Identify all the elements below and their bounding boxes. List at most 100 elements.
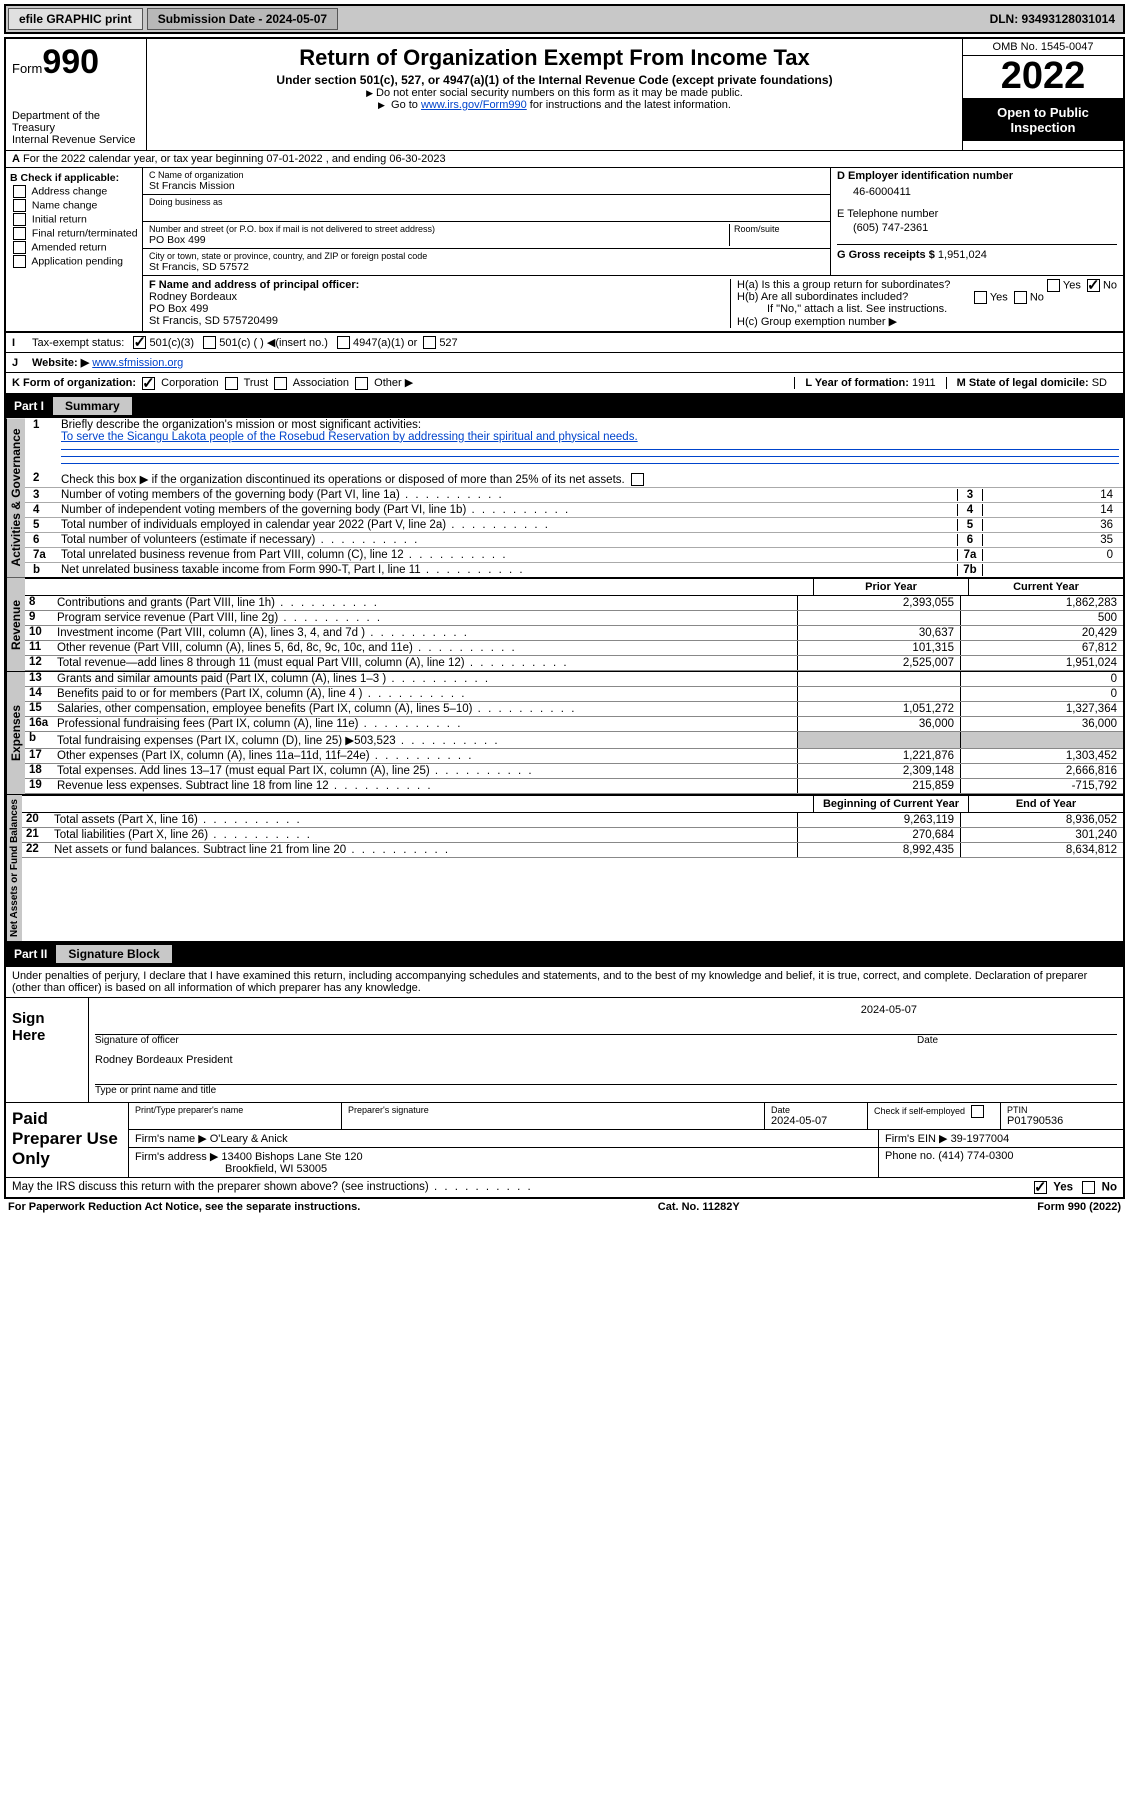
- i-o4: 527: [439, 337, 457, 349]
- chk-527[interactable]: [423, 336, 436, 349]
- chk-other[interactable]: [355, 377, 368, 390]
- opt4: Amended return: [31, 241, 106, 253]
- date-lbl: Date: [917, 1035, 1117, 1046]
- sig-line1: Signature of officer Date: [95, 1034, 1117, 1046]
- hdr-beg: Beginning of Current Year: [813, 796, 968, 812]
- ha-no[interactable]: [1087, 279, 1100, 292]
- efile-print-button[interactable]: efile GRAPHIC print: [8, 8, 143, 30]
- row-f-h: F Name and address of principal officer:…: [143, 275, 1123, 331]
- prep-h2: Preparer's signature: [348, 1105, 758, 1115]
- summary-row: 5 Total number of individuals employed i…: [25, 517, 1123, 532]
- cat-no: Cat. No. 11282Y: [658, 1201, 740, 1213]
- open-public: Open to Public Inspection: [963, 99, 1123, 141]
- firm-addr1: 13400 Bishops Lane Ste 120: [221, 1151, 362, 1163]
- chk-address[interactable]: Address change: [10, 185, 138, 198]
- row-bcdefg: B Check if applicable: Address change Na…: [6, 168, 1123, 332]
- hb-note: If "No," attach a list. See instructions…: [737, 303, 1117, 315]
- fin-hdr-net: Beginning of Current Year End of Year: [22, 795, 1123, 813]
- chk-name[interactable]: Name change: [10, 199, 138, 212]
- q1: 1 Briefly describe the organization's mi…: [25, 418, 1123, 471]
- chk-initial[interactable]: Initial return: [10, 213, 138, 226]
- discuss-q: May the IRS discuss this return with the…: [12, 1181, 1031, 1194]
- hb-no[interactable]: [1014, 291, 1027, 304]
- fin-row: 10 Investment income (Part VIII, column …: [25, 626, 1123, 641]
- side-net: Net Assets or Fund Balances: [6, 795, 22, 941]
- website-link[interactable]: www.sfmission.org: [92, 357, 183, 369]
- lbl-room: Room/suite: [729, 224, 824, 246]
- chk-pending[interactable]: Application pending: [10, 255, 138, 268]
- sig-officer-lbl: Signature of officer: [95, 1035, 917, 1046]
- preparer-block: Paid Preparer Use Only Print/Type prepar…: [6, 1102, 1123, 1177]
- box-b-hdr: B Check if applicable:: [10, 172, 138, 184]
- firm-name: O'Leary & Anick: [210, 1133, 288, 1145]
- submission-date-button[interactable]: Submission Date - 2024-05-07: [147, 8, 338, 30]
- city: St Francis, SD 57572: [149, 261, 824, 273]
- name-lbl: Type or print name and title: [95, 1085, 216, 1096]
- q2-chk[interactable]: [631, 473, 644, 486]
- hb-yes[interactable]: [974, 291, 987, 304]
- street-block: Number and street (or P.O. box if mail i…: [143, 222, 830, 249]
- chk-trust[interactable]: [225, 377, 238, 390]
- form-container: Form990 Department of the Treasury Inter…: [4, 37, 1125, 1199]
- prep-row3: Firm's address ▶ 13400 Bishops Lane Ste …: [129, 1148, 1123, 1177]
- net-section: Net Assets or Fund Balances Beginning of…: [6, 795, 1123, 942]
- chk-amended[interactable]: Amended return: [10, 241, 138, 254]
- addr-lbl: Firm's address ▶: [135, 1151, 218, 1163]
- form-word: Form: [12, 61, 42, 76]
- chk-assoc[interactable]: [274, 377, 287, 390]
- opt3: Final return/terminated: [32, 227, 138, 239]
- footer: For Paperwork Reduction Act Notice, see …: [4, 1199, 1125, 1215]
- summary-row: 3 Number of voting members of the govern…: [25, 487, 1123, 502]
- org-name-block: C Name of organization St Francis Missio…: [143, 168, 830, 195]
- ha: H(a) Is this a group return for subordin…: [737, 279, 1117, 291]
- expense-rows: 13 Grants and similar amounts paid (Part…: [25, 672, 1123, 794]
- chk-corp[interactable]: [142, 377, 155, 390]
- hc: H(c) Group exemption number ▶: [737, 315, 1117, 328]
- hdr-current: Current Year: [968, 579, 1123, 595]
- chk-501c3[interactable]: [133, 336, 146, 349]
- form-subtitle: Under section 501(c), 527, or 4947(a)(1)…: [153, 73, 956, 87]
- k-o4: Other ▶: [374, 377, 413, 389]
- header-mid: Return of Organization Exempt From Incom…: [147, 39, 962, 150]
- fin-row: 8 Contributions and grants (Part VIII, l…: [25, 596, 1123, 611]
- revenue-section: Revenue Prior Year Current Year 8 Contri…: [6, 578, 1123, 672]
- goto-post: for instructions and the latest informat…: [527, 99, 731, 111]
- fin-row: 19 Revenue less expenses. Subtract line …: [25, 779, 1123, 794]
- side-ag: Activities & Governance: [6, 418, 25, 577]
- prep-grid: Print/Type preparer's name Preparer's si…: [129, 1103, 1123, 1177]
- summary-row: b Net unrelated business taxable income …: [25, 562, 1123, 577]
- org-name: St Francis Mission: [149, 180, 824, 192]
- side-rev: Revenue: [6, 578, 25, 671]
- prep-h3: Date: [771, 1105, 861, 1115]
- lbl-city: City or town, state or province, country…: [149, 251, 824, 261]
- ein-val: 46-6000411: [837, 182, 1117, 208]
- perjury-text: Under penalties of perjury, I declare th…: [6, 967, 1123, 997]
- i-lbl: Tax-exempt status:: [32, 337, 124, 349]
- line-a-text: For the 2022 calendar year, or tax year …: [23, 153, 446, 165]
- discuss-no[interactable]: [1082, 1181, 1095, 1194]
- ha-yes[interactable]: [1047, 279, 1060, 292]
- chk-self[interactable]: [971, 1105, 984, 1118]
- hdr-end: End of Year: [968, 796, 1123, 812]
- phone-lbl: Phone no.: [885, 1150, 935, 1162]
- header-left: Form990 Department of the Treasury Inter…: [6, 39, 147, 150]
- opt2: Initial return: [32, 213, 87, 225]
- form-title: Return of Organization Exempt From Incom…: [153, 45, 956, 71]
- chk-4947[interactable]: [337, 336, 350, 349]
- officer-addr1: PO Box 499: [149, 303, 208, 315]
- fin-row: 21 Total liabilities (Part X, line 26)27…: [22, 828, 1123, 843]
- fin-row: 13 Grants and similar amounts paid (Part…: [25, 672, 1123, 687]
- irs-link[interactable]: www.irs.gov/Form990: [421, 99, 527, 111]
- signature-block: Under penalties of perjury, I declare th…: [6, 966, 1123, 1197]
- line-k: K Form of organization: Corporation Trus…: [6, 372, 1123, 394]
- chk-final[interactable]: Final return/terminated: [10, 227, 138, 240]
- discuss-yes[interactable]: [1034, 1181, 1047, 1194]
- revenue-rows: 8 Contributions and grants (Part VIII, l…: [25, 596, 1123, 671]
- chk-501c[interactable]: [203, 336, 216, 349]
- dn: No: [1102, 1182, 1117, 1194]
- gross-receipts: G Gross receipts $ 1,951,024: [837, 244, 1117, 261]
- fin-row: 16a Professional fundraising fees (Part …: [25, 717, 1123, 732]
- dy: Yes: [1053, 1182, 1073, 1194]
- dba-block: Doing business as: [143, 195, 830, 222]
- k-lbl: K Form of organization:: [12, 377, 136, 389]
